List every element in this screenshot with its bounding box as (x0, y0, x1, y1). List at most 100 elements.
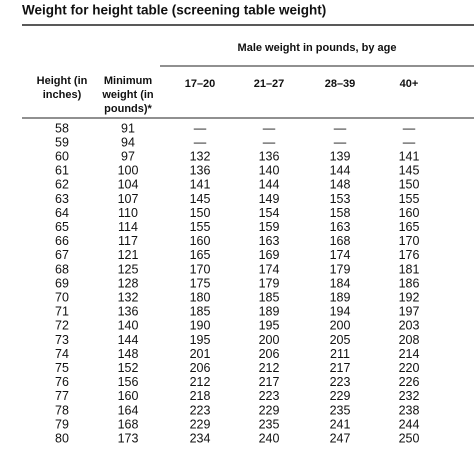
table-cell: 144 (118, 333, 139, 347)
table-cell: 223 (259, 389, 280, 403)
table-cell: 194 (330, 305, 351, 319)
table-cell: 220 (399, 361, 420, 375)
table-cell: 136 (118, 305, 139, 319)
table-cell: 132 (118, 290, 139, 304)
table-cell: 250 (399, 431, 420, 445)
table-cell: 212 (259, 361, 280, 375)
column-header: 40+ (400, 78, 419, 90)
table-cell: 200 (330, 319, 351, 333)
table-cell: 226 (399, 375, 420, 389)
table-cell: 150 (399, 178, 420, 192)
table-cell: 173 (118, 431, 139, 445)
title: Weight for height table (screening table… (22, 3, 326, 18)
table-cell: 114 (118, 220, 138, 234)
table-cell: 132 (190, 149, 211, 163)
table-cell: 229 (259, 403, 280, 417)
table-cell: 174 (259, 262, 280, 276)
table-cell: 241 (330, 417, 351, 431)
table-cell: 73 (55, 333, 69, 347)
table-cell: 149 (259, 192, 280, 206)
table-cell: 121 (118, 248, 139, 262)
table-cell: 217 (330, 361, 351, 375)
table-cell: 158 (330, 206, 351, 220)
table-cell: 159 (259, 220, 280, 234)
table-cell: 69 (55, 276, 69, 290)
table-cell: 223 (330, 375, 351, 389)
table-cell: 240 (259, 431, 280, 445)
table-cell: 94 (121, 135, 135, 149)
table-cell: 70 (55, 290, 69, 304)
table-cell: 155 (190, 220, 211, 234)
table-cell: 223 (190, 403, 211, 417)
table-cell: 140 (259, 164, 280, 178)
table-cell: 71 (55, 305, 69, 319)
table-cell: 229 (190, 417, 211, 431)
table-cell: 165 (190, 248, 211, 262)
table-cell: 163 (259, 234, 280, 248)
table-cell: 189 (330, 290, 351, 304)
table-cell: 238 (399, 403, 420, 417)
table-cell: — (263, 121, 276, 135)
column-header: 17–20 (185, 78, 216, 90)
table-cell: 179 (259, 276, 280, 290)
table-cell: 168 (118, 417, 139, 431)
table-cell: 214 (399, 347, 420, 361)
table-cell: 59 (55, 135, 69, 149)
column-header: Height (in inches) (37, 75, 88, 101)
column-header: 21–27 (254, 78, 285, 90)
table-cell: 168 (330, 234, 351, 248)
table-cell: 160 (399, 206, 420, 220)
table-cell: 208 (399, 333, 420, 347)
table-cell: 163 (330, 220, 351, 234)
table-cell: 141 (399, 149, 420, 163)
table-cell: 180 (190, 290, 211, 304)
table-cell: — (194, 135, 207, 149)
table-cell: 174 (330, 248, 351, 262)
table-cell: — (334, 121, 347, 135)
table-cell: 232 (399, 389, 420, 403)
table-cell: 152 (118, 361, 139, 375)
table-cell: 78 (55, 403, 69, 417)
table-cell: 234 (190, 431, 211, 445)
table-cell: 79 (55, 417, 69, 431)
table-cell: 153 (330, 192, 351, 206)
table-cell: 206 (259, 347, 280, 361)
table-cell: 211 (330, 347, 350, 361)
table-cell: 235 (330, 403, 351, 417)
table-cell: 229 (330, 389, 351, 403)
table-cell: 144 (259, 178, 280, 192)
table-cell: 145 (190, 192, 211, 206)
table-cell: 217 (259, 375, 280, 389)
table-cell: 60 (55, 149, 69, 163)
table-cell: 58 (55, 121, 69, 135)
table-cell: 205 (330, 333, 351, 347)
table-cell: 62 (55, 178, 69, 192)
table-cell: 176 (399, 248, 420, 262)
table-cell: 175 (190, 276, 211, 290)
table-cell: 206 (190, 361, 211, 375)
table-cell: 74 (55, 347, 69, 361)
table-cell: 154 (259, 206, 280, 220)
table-cell: 76 (55, 375, 69, 389)
table-cell: 247 (330, 431, 351, 445)
table-cell: 117 (118, 234, 138, 248)
table-cell: 100 (118, 164, 139, 178)
table-cell: 140 (118, 319, 139, 333)
table-cell: 156 (118, 375, 139, 389)
table-cell: 185 (190, 305, 211, 319)
table-cell: 66 (55, 234, 69, 248)
table-cell: 104 (118, 178, 139, 192)
table-cell: 128 (118, 276, 139, 290)
table-cell: 179 (330, 262, 351, 276)
table-cell: 75 (55, 361, 69, 375)
table-cell: — (403, 121, 416, 135)
table-cell: 139 (330, 149, 351, 163)
table-cell: — (403, 135, 416, 149)
table-cell: 155 (399, 192, 420, 206)
table-cell: 110 (118, 206, 138, 220)
table-cell: 218 (190, 389, 211, 403)
table-cell: 195 (259, 319, 280, 333)
table-cell: 77 (55, 389, 69, 403)
